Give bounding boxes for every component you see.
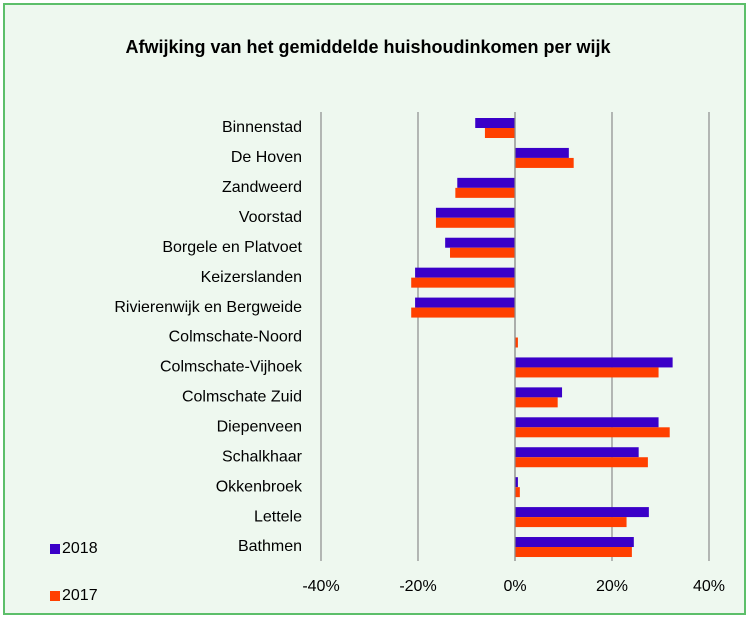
bar: [515, 447, 639, 458]
bar: [450, 247, 515, 258]
x-tick-label: 20%: [596, 578, 628, 595]
x-tick-label: 0%: [503, 578, 526, 595]
bar: [455, 187, 515, 198]
legend-swatch: [50, 591, 60, 601]
bar: [515, 487, 520, 498]
x-tick-label: -20%: [399, 578, 436, 595]
category-label: Binnenstad: [222, 119, 302, 136]
bar: [411, 277, 515, 288]
bar: [435, 207, 515, 218]
legend-swatch: [50, 544, 60, 554]
bar: [515, 417, 659, 428]
bar: [484, 128, 515, 138]
category-label: Voorstad: [239, 209, 302, 226]
bar: [515, 507, 649, 518]
bar: [515, 397, 558, 408]
bar: [445, 237, 515, 248]
bar: [515, 457, 648, 468]
category-label: Bathmen: [238, 538, 302, 555]
bar: [515, 477, 518, 488]
bar: [515, 517, 627, 528]
category-label: Zandweerd: [222, 179, 302, 196]
category-label: Borgele en Platvoet: [162, 239, 302, 256]
category-label: Keizerslanden: [201, 269, 302, 286]
bar: [515, 337, 518, 348]
category-label: Lettele: [254, 508, 302, 525]
category-label: De Hoven: [231, 149, 302, 166]
bar: [515, 357, 673, 368]
legend-label: 2017: [62, 587, 98, 604]
x-tick-label: -40%: [302, 578, 339, 595]
bar: [515, 547, 632, 558]
legend-label: 2018: [62, 540, 98, 557]
bar: [415, 267, 515, 278]
category-label: Schalkhaar: [222, 448, 303, 465]
bar: [515, 537, 634, 548]
bar: [515, 367, 659, 378]
category-label: Colmschate Zuid: [182, 389, 302, 406]
bar: [515, 157, 574, 168]
category-label: Rivierenwijk en Bergweide: [114, 299, 302, 316]
category-label: Diepenveen: [217, 419, 302, 436]
category-label: Okkenbroek: [216, 478, 303, 495]
bar: [515, 387, 563, 398]
bar: [435, 217, 515, 228]
chart-title: Afwijking van het gemiddelde huishoudink…: [125, 37, 611, 57]
bar: [411, 307, 515, 318]
x-tick-label: 40%: [693, 578, 725, 595]
bar: [457, 177, 515, 188]
bar: [515, 147, 569, 158]
bar: [475, 118, 515, 128]
category-label: Colmschate-Noord: [169, 329, 302, 346]
category-label: Colmschate-Vijhoek: [160, 359, 303, 376]
bar: [415, 297, 515, 308]
bar: [515, 427, 670, 438]
